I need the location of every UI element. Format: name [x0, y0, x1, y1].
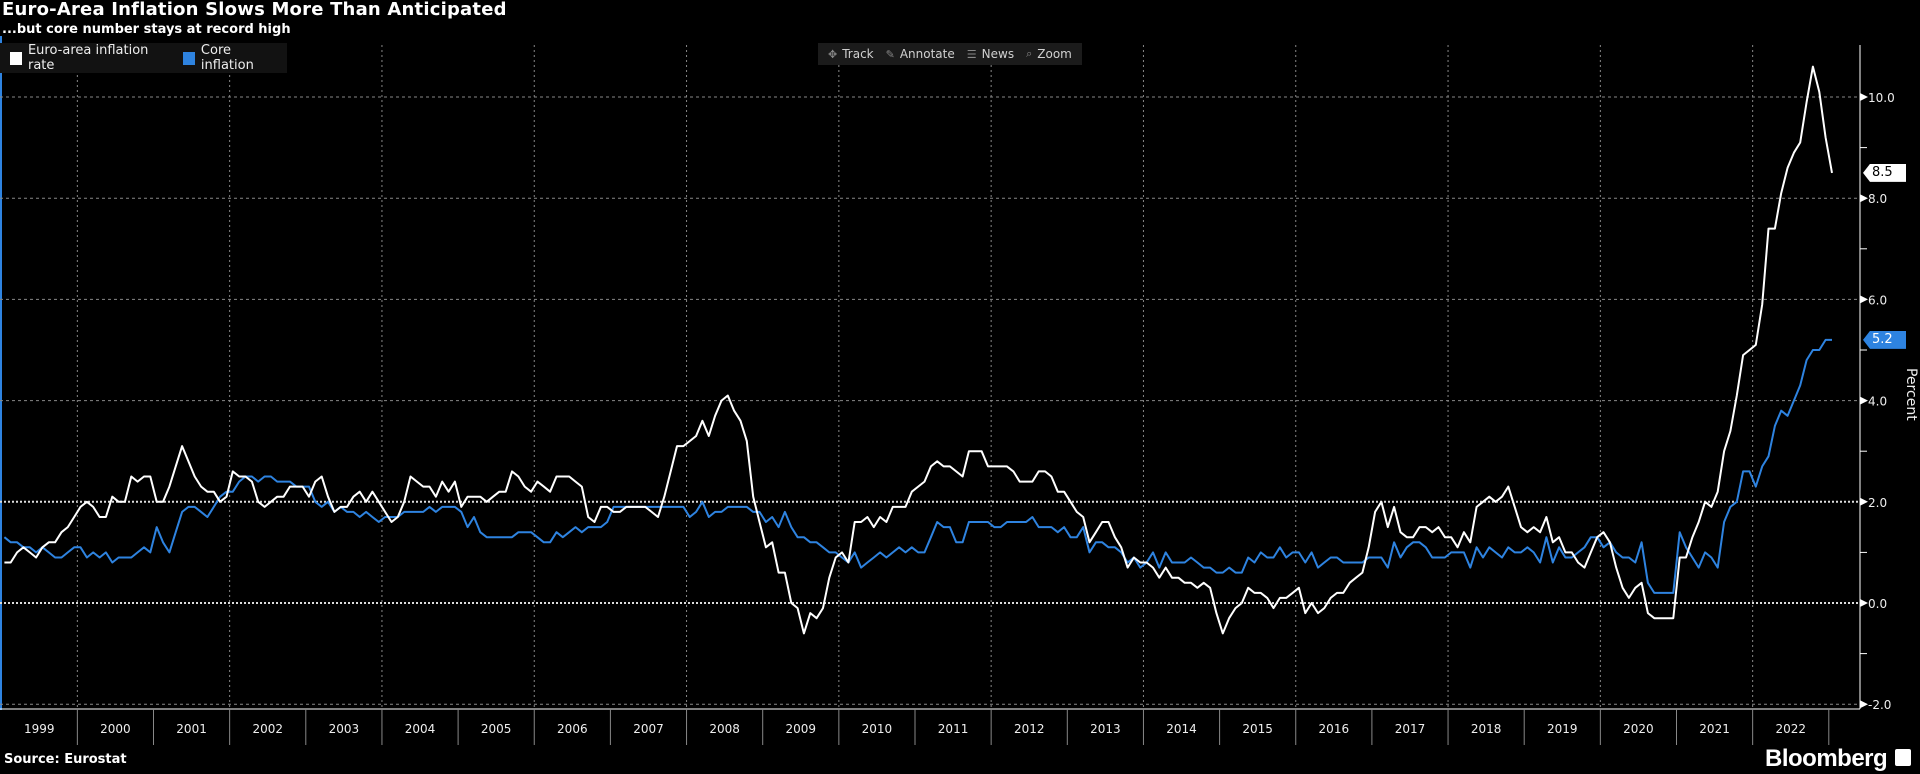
x-tick-label: 2019 [1547, 722, 1578, 736]
x-tick-label: 2008 [709, 722, 740, 736]
x-tick-label: 2013 [1090, 722, 1121, 736]
legend-label: Core inflation [200, 43, 254, 73]
chart-toolbar: ✥ Track ✎ Annotate ☰ News ⌕ Zoom [818, 43, 1082, 65]
x-tick-label: 2005 [481, 722, 512, 736]
legend-swatch [10, 51, 22, 65]
button-label: Zoom [1037, 47, 1072, 61]
x-tick-label: 2012 [1014, 722, 1045, 736]
legend: Euro-area inflation rate Core inflation [0, 43, 287, 73]
y-tick [1860, 599, 1868, 607]
x-tick-label: 2022 [1775, 722, 1806, 736]
chart-title: Euro-Area Inflation Slows More Than Anti… [2, 0, 507, 20]
button-label: Annotate [899, 47, 955, 61]
x-tick-label: 2020 [1623, 722, 1654, 736]
magnifier-icon: ⌕ [1026, 47, 1033, 60]
x-tick-label: 2004 [405, 722, 436, 736]
y-tick [1860, 396, 1868, 405]
legend-label: Euro-area inflation rate [27, 43, 149, 73]
y-tick-label: 4.0 [1868, 395, 1887, 409]
x-tick-label: 1999 [24, 722, 55, 736]
x-tick-label: 2003 [329, 722, 360, 736]
button-label: Track [842, 47, 874, 61]
news-icon: ☰ [966, 47, 977, 61]
x-tick-label: 2014 [1166, 722, 1197, 736]
x-tick-label: 2000 [100, 722, 131, 736]
annotate-button[interactable]: ✎ Annotate [880, 47, 961, 61]
x-tick-label: 2018 [1471, 722, 1502, 736]
x-tick-label: 2010 [862, 722, 893, 736]
x-tick-label: 2017 [1395, 722, 1426, 736]
bloomberg-logo: Bloomberg [1765, 745, 1888, 772]
zoom-button[interactable]: ⌕ Zoom [1020, 47, 1078, 61]
last-value-tag-headline: 8.5 [1863, 163, 1906, 182]
x-tick-label: 2001 [176, 722, 207, 736]
window-edge [0, 36, 2, 710]
y-tick-label: 0.0 [1868, 597, 1887, 611]
y-tick [1860, 497, 1868, 506]
x-tick-label: 2002 [252, 722, 283, 736]
y-tick-label: 6.0 [1868, 293, 1887, 307]
track-button[interactable]: ✥ Track [822, 47, 880, 61]
x-tick-label: 2016 [1319, 722, 1350, 736]
y-tick-label: -2.0 [1868, 698, 1891, 712]
series-line-core [3, 338, 1832, 594]
y-axis-label: Percent [1903, 368, 1919, 421]
y-tick-label: 2.0 [1868, 496, 1887, 510]
x-tick-label: 2011 [938, 722, 969, 736]
pencil-icon: ✎ [885, 47, 895, 61]
legend-swatch [182, 51, 195, 65]
legend-item-core[interactable]: Core inflation [182, 43, 281, 73]
source-note: Source: Eurostat [4, 752, 127, 767]
y-tick-label: 8.0 [1868, 192, 1887, 206]
chart-badge-icon [1895, 749, 1911, 766]
x-tick-label: 2006 [557, 722, 588, 736]
last-value-tag-core: 5.2 [1863, 330, 1906, 349]
series-line-headline [4, 65, 1833, 635]
chart-subtitle: ...but core number stays at record high [2, 22, 291, 37]
x-tick-label: 2009 [786, 722, 817, 736]
button-label: News [981, 47, 1015, 61]
y-tick [1860, 93, 1868, 101]
x-tick-label: 2007 [633, 722, 664, 736]
x-tick-label: 2015 [1242, 722, 1273, 736]
crosshair-icon: ✥ [828, 47, 838, 61]
news-button[interactable]: ☰ News [961, 47, 1020, 61]
legend-item-headline[interactable]: Euro-area inflation rate [10, 43, 167, 73]
x-tick-label: 2021 [1699, 722, 1730, 736]
y-tick [1860, 194, 1868, 203]
y-tick [1860, 295, 1868, 304]
y-tick-label: 10.0 [1868, 91, 1895, 105]
y-tick [1860, 700, 1868, 709]
